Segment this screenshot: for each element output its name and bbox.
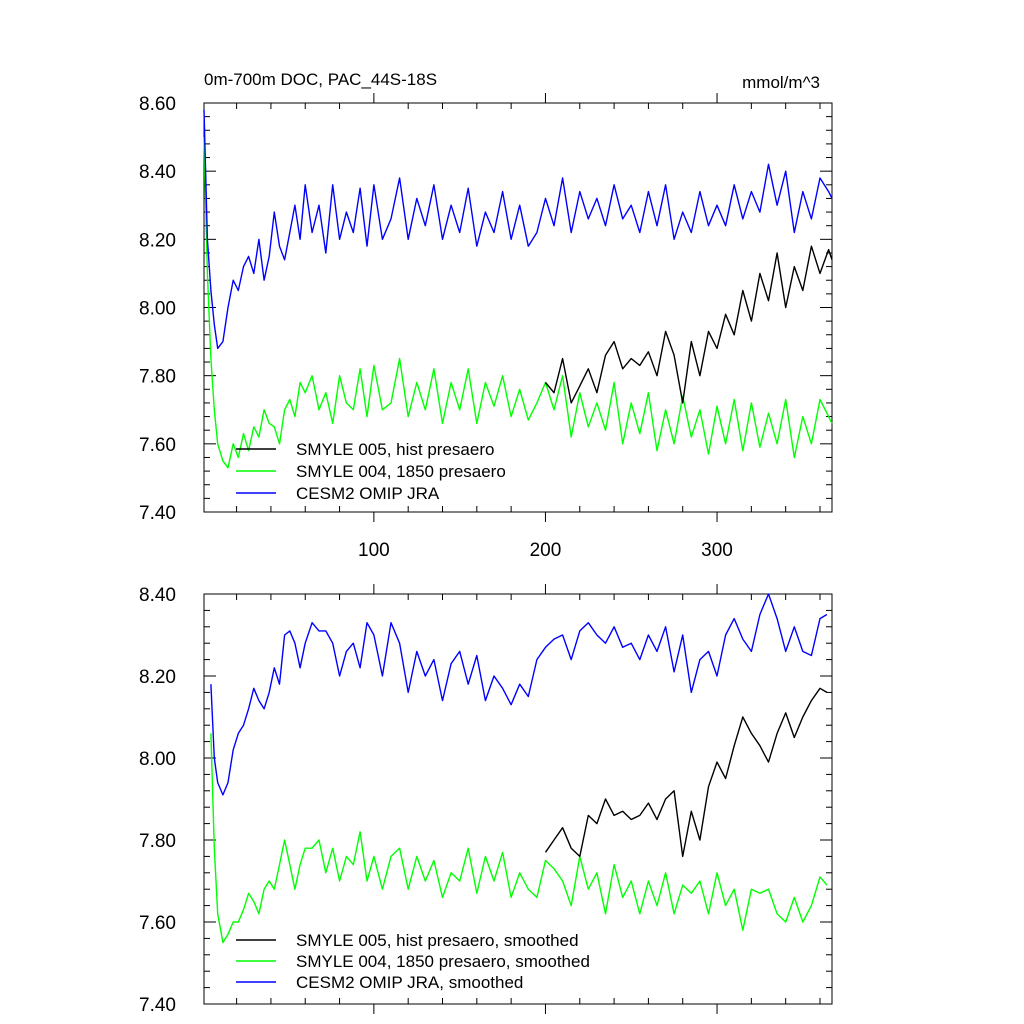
- series-line-smyle-004: [210, 733, 828, 944]
- legend-label: CESM2 OMIP JRA, smoothed: [296, 973, 523, 992]
- y-tick-label: 8.40: [139, 585, 176, 606]
- series-line-smyle-005: [544, 245, 833, 404]
- legend-label: SMYLE 005, hist presaero: [296, 440, 494, 459]
- y-tick-label: 7.40: [139, 995, 176, 1016]
- bottom-ticks: [204, 584, 832, 1014]
- y-tick-label: 8.00: [139, 749, 176, 770]
- bottom-legend: SMYLE 005, hist presaero, smoothed SMYLE …: [236, 931, 590, 992]
- series-line-cesm2-omip: [203, 109, 833, 350]
- legend-label: SMYLE 004, 1850 presaero, smoothed: [296, 952, 590, 971]
- y-tick-label: 7.60: [139, 435, 176, 456]
- bottom-y-tick-labels: 7.40 7.60 7.80 8.00 8.20 8.40: [139, 585, 176, 1016]
- series-line-smyle-004: [203, 137, 833, 469]
- x-tick-label: 200: [530, 540, 562, 561]
- series-line-smyle-005: [544, 687, 828, 858]
- x-tick-label: 100: [358, 540, 390, 561]
- series-line-cesm2-omip: [210, 593, 828, 796]
- y-tick-label: 7.80: [139, 367, 176, 388]
- y-tick-label: 8.20: [139, 230, 176, 251]
- legend-label: SMYLE 004, 1850 presaero: [296, 462, 506, 481]
- y-tick-label: 7.40: [139, 503, 176, 524]
- y-tick-label: 7.60: [139, 913, 176, 934]
- top-legend: SMYLE 005, hist presaero SMYLE 004, 1850 …: [236, 440, 506, 503]
- y-tick-label: 8.60: [139, 94, 176, 115]
- chart-title: 0m-700m DOC, PAC_44S-18S: [204, 70, 437, 89]
- unit-label: mmol/m^3: [742, 73, 820, 92]
- top-y-tick-labels: 7.40 7.60 7.80 8.00 8.20 8.40 8.60: [139, 94, 176, 524]
- x-tick-label: 300: [701, 540, 733, 561]
- top-ticks: [204, 93, 832, 522]
- legend-label: SMYLE 005, hist presaero, smoothed: [296, 931, 579, 950]
- top-panel: 0m-700m DOC, PAC_44S-18S mmol/m^3 7.407.…: [139, 70, 833, 561]
- bottom-series: [210, 593, 828, 944]
- plot-frame-bottom: [203, 593, 833, 1005]
- top-x-tick-labels: 100 200 300: [358, 540, 733, 561]
- bottom-panel: 7.40 7.60 7.80 8.00 8.20 8.40 SMYLE 005, hist…: [139, 584, 833, 1016]
- y-tick-label: 8.00: [139, 299, 176, 320]
- legend-label: CESM2 OMIP JRA: [296, 484, 440, 503]
- y-tick-label: 7.80: [139, 831, 176, 852]
- y-tick-label: 8.40: [139, 162, 176, 183]
- top-series: [203, 109, 833, 469]
- y-tick-label: 8.20: [139, 667, 176, 688]
